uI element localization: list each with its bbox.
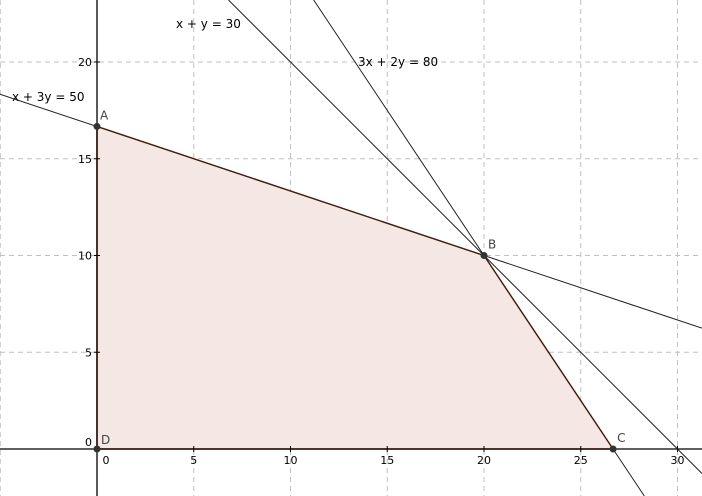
vertex-label: A [100, 108, 109, 122]
y-tick-label: 15 [78, 153, 92, 166]
x-tick-label: 20 [477, 454, 491, 467]
x-tick-label: 25 [574, 454, 588, 467]
y-tick-label: 5 [85, 346, 92, 359]
vertex-label: C [617, 431, 625, 445]
y-tick-label: 20 [78, 56, 92, 69]
constraint-line [228, 0, 702, 474]
constraint-line [313, 0, 645, 496]
constraint-label: 3x + 2y = 80 [358, 55, 438, 69]
x-tick-label: 15 [380, 454, 394, 467]
vertex-label: D [101, 433, 110, 447]
constraint-line [0, 93, 702, 329]
y-tick-label: 0 [85, 436, 92, 449]
vertex-point [93, 122, 101, 130]
vertex-point [93, 445, 101, 453]
vertex-point [480, 252, 488, 259]
vertex-label: B [488, 238, 496, 252]
x-tick-label: 5 [190, 454, 197, 467]
feasible-region [96, 125, 615, 450]
vertex-point [609, 445, 617, 453]
x-tick-label: 10 [284, 454, 298, 467]
constraint-label: x + y = 30 [176, 17, 241, 31]
constraint-label: x + 3y = 50 [12, 90, 84, 104]
x-tick-label: 0 [103, 454, 110, 467]
y-tick-label: 10 [78, 250, 92, 263]
x-tick-label: 30 [671, 454, 685, 467]
